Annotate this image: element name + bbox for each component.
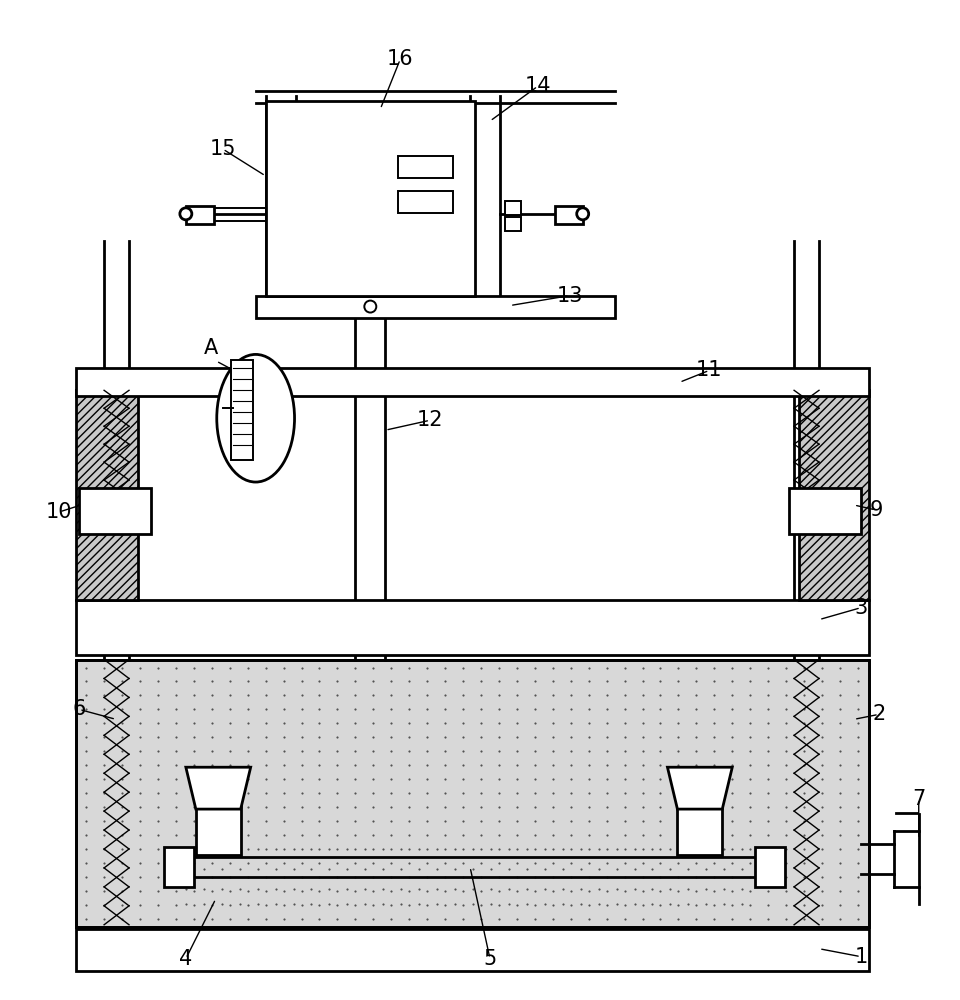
Bar (555, 206, 583, 224)
Polygon shape (186, 767, 251, 809)
Bar (505, 217, 521, 231)
Text: 13: 13 (557, 286, 583, 306)
Bar (398, 156, 453, 178)
Bar (230, 360, 252, 460)
Text: 14: 14 (524, 76, 551, 96)
Bar (79, 488, 151, 534)
Bar (76, 600, 869, 655)
Text: 9: 9 (869, 500, 882, 520)
Bar (789, 488, 861, 534)
Text: 4: 4 (180, 949, 192, 969)
Bar (76, 929, 869, 971)
Circle shape (180, 208, 192, 220)
Bar (398, 191, 453, 213)
Ellipse shape (217, 354, 295, 482)
Bar (164, 847, 194, 887)
Bar (799, 390, 869, 600)
Text: 5: 5 (483, 949, 496, 969)
Text: 6: 6 (72, 699, 85, 719)
Text: 15: 15 (209, 139, 236, 159)
Text: 7: 7 (912, 789, 925, 809)
Circle shape (365, 301, 376, 313)
Bar (186, 206, 214, 224)
Bar (505, 201, 521, 215)
Circle shape (577, 208, 588, 220)
Bar (255, 296, 614, 318)
Bar (196, 767, 241, 855)
Bar (76, 660, 869, 927)
Text: 11: 11 (696, 360, 723, 380)
Text: 10: 10 (46, 502, 72, 522)
Bar (266, 101, 475, 296)
Text: 12: 12 (417, 410, 444, 430)
Bar (76, 368, 869, 396)
Bar (76, 390, 138, 600)
Text: 2: 2 (873, 704, 885, 724)
Bar (678, 767, 722, 855)
Text: 3: 3 (854, 598, 868, 618)
Bar (756, 847, 785, 887)
Bar (76, 660, 869, 927)
Polygon shape (667, 767, 732, 809)
Text: A: A (204, 338, 218, 358)
Text: 16: 16 (387, 49, 414, 69)
Text: 1: 1 (854, 947, 868, 967)
